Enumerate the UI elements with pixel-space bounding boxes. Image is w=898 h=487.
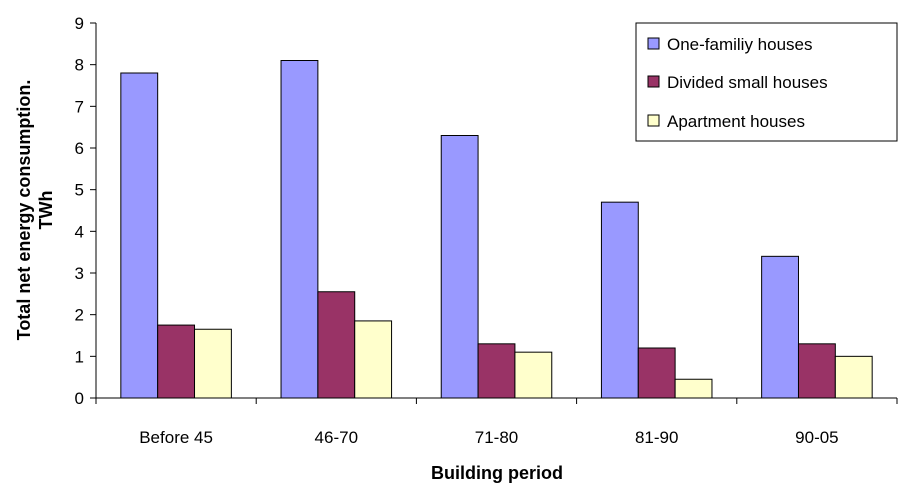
x-tick-label: Before 45 (139, 428, 213, 447)
y-tick-label: 0 (75, 389, 84, 408)
bar (514, 351, 553, 399)
bar (280, 60, 319, 399)
legend-item-apartment: Apartment houses (647, 112, 805, 131)
legend-swatch (647, 37, 660, 50)
y-tick-label: 9 (75, 14, 84, 33)
bar (194, 328, 232, 399)
y-axis-title: Total net energy consumption. TWh (14, 80, 56, 341)
y-tick-label: 6 (75, 139, 84, 158)
legend-swatch (647, 75, 660, 88)
bar (477, 343, 516, 399)
bar (354, 320, 393, 399)
y-tick-label: 4 (75, 222, 84, 241)
y-tick-label: 5 (75, 181, 84, 200)
x-ticks: Before 45 46-70 71-80 81-90 90-05 (95, 398, 898, 447)
legend-label: Divided small houses (667, 73, 828, 92)
y-axis-title-line1: Total net energy consumption. (14, 80, 34, 341)
y-tick-label: 2 (75, 306, 84, 325)
y-tick-label: 7 (75, 97, 84, 116)
x-tick-label: 81-90 (635, 428, 678, 447)
legend-item-divided-small: Divided small houses (647, 73, 828, 92)
bar (600, 201, 639, 399)
legend-label: One-familiy houses (667, 35, 813, 54)
bar (834, 355, 873, 399)
y-tick-label: 3 (75, 264, 84, 283)
y-axis-title-line2: TWh (36, 191, 56, 230)
x-axis-title: Building period (431, 463, 563, 483)
y-tick-label: 1 (75, 347, 84, 366)
x-tick-label: 71-80 (475, 428, 518, 447)
legend: One-familiy houses Divided small houses … (635, 22, 898, 142)
bar (637, 347, 676, 399)
legend-box (635, 22, 898, 142)
bar (120, 72, 159, 399)
y-ticks: 0 1 2 3 4 5 6 7 8 9 (75, 14, 96, 408)
x-tick-label: 90-05 (795, 428, 838, 447)
bars (120, 60, 873, 399)
legend-swatch (647, 114, 660, 127)
bar (317, 291, 356, 399)
y-tick-label: 8 (75, 56, 84, 75)
bar (797, 343, 836, 399)
bar (674, 378, 713, 399)
bar (157, 324, 196, 399)
bar (440, 135, 479, 399)
bar (761, 255, 799, 399)
legend-label: Apartment houses (667, 112, 805, 131)
x-tick-label: 46-70 (315, 428, 358, 447)
legend-item-one-family: One-familiy houses (647, 35, 813, 54)
